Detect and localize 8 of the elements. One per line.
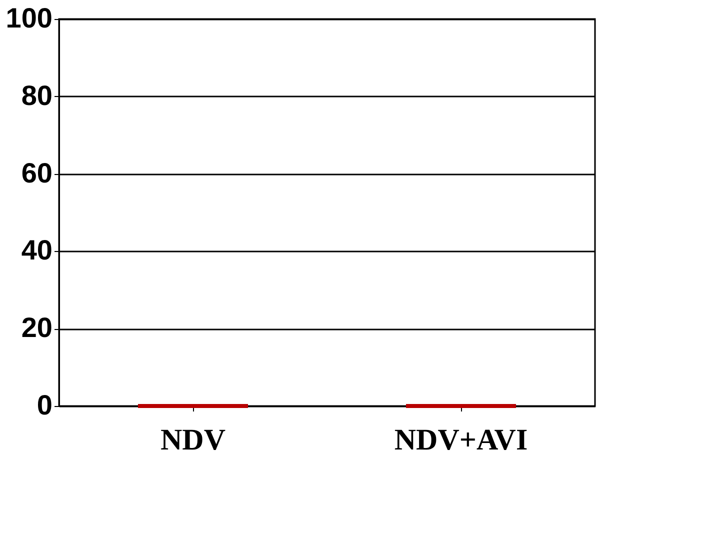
y-tick-label: 80 [21,80,52,111]
x-tick-label: NDV [160,424,226,456]
y-tick-label: 20 [21,312,52,344]
x-tick-label: NDV+AVI [394,424,528,456]
y-tick-label: 60 [21,157,52,188]
y-tick-label: 100 [6,2,52,34]
y-tick-label: 40 [21,234,52,266]
y-tick-label: 0 [36,390,52,420]
